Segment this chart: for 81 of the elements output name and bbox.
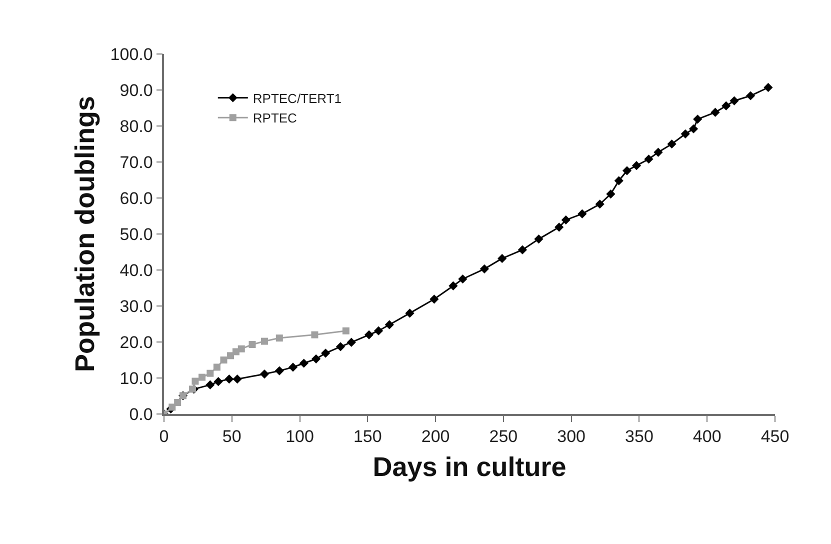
point <box>198 374 206 381</box>
point <box>667 139 676 149</box>
point <box>498 254 507 264</box>
point <box>622 166 632 176</box>
point <box>364 330 374 340</box>
point <box>374 326 384 336</box>
point <box>561 215 570 225</box>
point <box>405 308 414 318</box>
point <box>764 82 773 92</box>
point <box>430 294 439 304</box>
point <box>346 338 356 347</box>
x-tick-label: 400 <box>692 427 722 446</box>
point <box>458 274 468 284</box>
point <box>342 327 350 334</box>
point <box>288 362 298 372</box>
point <box>299 358 308 368</box>
y-tick-label: 100.0 <box>110 44 153 64</box>
point <box>644 154 654 164</box>
point <box>722 101 731 110</box>
x-tick-label: 200 <box>421 427 450 446</box>
point <box>554 222 564 232</box>
x-tick-label: 50 <box>222 427 242 446</box>
y-tick-label: 90.0 <box>120 80 153 100</box>
point <box>311 331 318 338</box>
point <box>480 264 489 274</box>
point <box>578 209 587 218</box>
point <box>276 334 283 342</box>
point <box>260 369 270 379</box>
point <box>220 356 228 364</box>
x-tick-label: 150 <box>353 427 382 446</box>
point <box>680 129 690 138</box>
point <box>206 370 214 377</box>
point <box>632 161 642 170</box>
point <box>336 342 346 352</box>
y-axis-title: Population doublings <box>70 96 100 372</box>
point <box>321 348 330 358</box>
point <box>384 320 394 330</box>
y-tick-label: 50.0 <box>120 224 153 244</box>
x-axis-title: Days in culture <box>372 452 566 482</box>
point <box>213 364 220 371</box>
y-tick-label: 30.0 <box>120 296 153 316</box>
point <box>206 380 215 390</box>
y-tick-label: 0.0 <box>129 404 153 424</box>
y-tick-label: 80.0 <box>120 116 153 136</box>
point <box>710 108 720 117</box>
point <box>614 176 624 186</box>
point <box>214 377 223 386</box>
y-tick-label: 10.0 <box>120 368 153 388</box>
point <box>693 114 702 124</box>
y-tick-label: 70.0 <box>120 152 153 172</box>
point <box>595 200 604 209</box>
point <box>746 91 756 100</box>
x-tick-label: 0 <box>159 427 169 446</box>
y-tick-label: 40.0 <box>120 260 153 280</box>
point <box>654 148 663 157</box>
point <box>232 374 242 384</box>
legend-label: RPTEC <box>252 110 297 126</box>
point <box>534 234 544 244</box>
point <box>224 374 234 384</box>
point <box>312 354 321 364</box>
point <box>730 96 739 106</box>
point <box>518 245 527 254</box>
point <box>606 189 616 199</box>
point <box>174 398 182 406</box>
y-tick-label: 20.0 <box>120 332 153 352</box>
x-tick-label: 300 <box>557 427 586 446</box>
legend-label: RPTEC/TERT1 <box>252 90 342 106</box>
x-tick-label: 100 <box>286 427 314 446</box>
point <box>688 124 698 134</box>
x-tick-label: 450 <box>760 427 790 446</box>
point <box>227 352 234 360</box>
point <box>274 366 284 376</box>
point <box>192 378 199 385</box>
x-tick-label: 250 <box>489 427 518 446</box>
point <box>448 281 458 290</box>
point <box>238 345 245 352</box>
y-tick-label: 60.0 <box>120 188 153 208</box>
x-tick-label: 350 <box>625 427 654 446</box>
point <box>248 341 256 348</box>
point <box>260 338 268 345</box>
point <box>168 404 176 411</box>
